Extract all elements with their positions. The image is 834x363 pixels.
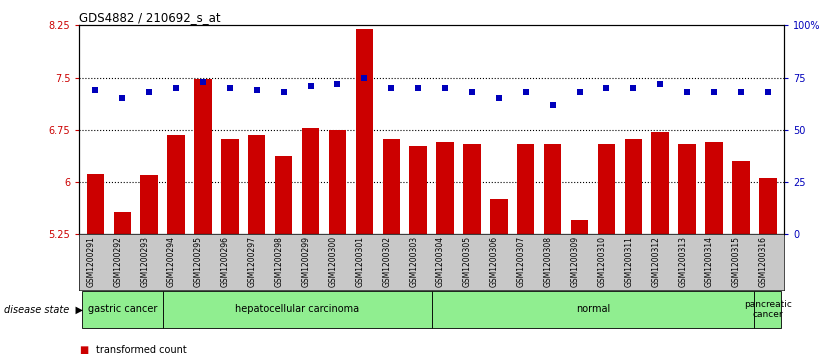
Text: GSM1200311: GSM1200311 bbox=[625, 236, 633, 287]
Bar bbox=[221, 139, 239, 234]
Bar bbox=[355, 29, 373, 234]
Text: GSM1200300: GSM1200300 bbox=[329, 236, 338, 287]
Point bbox=[761, 89, 775, 95]
Point bbox=[277, 89, 290, 95]
Bar bbox=[517, 144, 535, 234]
Bar bbox=[194, 79, 212, 234]
Text: GSM1200305: GSM1200305 bbox=[463, 236, 472, 287]
Text: GSM1200306: GSM1200306 bbox=[490, 236, 499, 287]
Text: GSM1200309: GSM1200309 bbox=[570, 236, 580, 287]
Text: ■: ■ bbox=[79, 345, 88, 355]
Text: GSM1200292: GSM1200292 bbox=[113, 236, 123, 287]
Bar bbox=[87, 174, 104, 234]
Text: GSM1200296: GSM1200296 bbox=[221, 236, 230, 287]
Text: GSM1200316: GSM1200316 bbox=[759, 236, 768, 287]
Point bbox=[116, 95, 129, 101]
FancyBboxPatch shape bbox=[755, 291, 781, 328]
Text: disease state  ▶: disease state ▶ bbox=[4, 305, 83, 314]
Point bbox=[600, 85, 613, 91]
Bar bbox=[140, 175, 158, 234]
Text: normal: normal bbox=[575, 305, 610, 314]
Point bbox=[384, 85, 398, 91]
Text: GSM1200291: GSM1200291 bbox=[87, 236, 95, 287]
Text: GSM1200307: GSM1200307 bbox=[517, 236, 525, 287]
Bar bbox=[732, 161, 750, 234]
Bar bbox=[329, 130, 346, 234]
Point bbox=[250, 87, 264, 93]
Point bbox=[546, 102, 560, 107]
Bar bbox=[678, 144, 696, 234]
Text: GSM1200301: GSM1200301 bbox=[355, 236, 364, 287]
Text: GSM1200298: GSM1200298 bbox=[274, 236, 284, 287]
Point bbox=[707, 89, 721, 95]
Bar bbox=[248, 135, 265, 234]
Bar bbox=[706, 142, 723, 234]
FancyBboxPatch shape bbox=[431, 291, 755, 328]
Text: GSM1200304: GSM1200304 bbox=[436, 236, 445, 287]
FancyBboxPatch shape bbox=[82, 291, 163, 328]
Point bbox=[411, 85, 425, 91]
Bar bbox=[544, 144, 561, 234]
Bar bbox=[625, 139, 642, 234]
Text: GSM1200312: GSM1200312 bbox=[651, 236, 661, 287]
Bar bbox=[463, 144, 480, 234]
Point bbox=[654, 81, 667, 87]
FancyBboxPatch shape bbox=[163, 291, 431, 328]
Text: hepatocellular carcinoma: hepatocellular carcinoma bbox=[235, 305, 359, 314]
Point bbox=[681, 89, 694, 95]
Text: GSM1200314: GSM1200314 bbox=[705, 236, 714, 287]
Bar bbox=[113, 212, 131, 234]
Bar bbox=[759, 179, 776, 234]
Point bbox=[331, 81, 344, 87]
Point bbox=[573, 89, 586, 95]
Point bbox=[439, 85, 452, 91]
Bar bbox=[598, 144, 615, 234]
Point bbox=[519, 89, 532, 95]
Text: GSM1200299: GSM1200299 bbox=[302, 236, 310, 287]
Point bbox=[734, 89, 747, 95]
Bar bbox=[570, 220, 588, 234]
Bar bbox=[302, 128, 319, 234]
Point bbox=[465, 89, 479, 95]
Text: GSM1200294: GSM1200294 bbox=[167, 236, 176, 287]
Point bbox=[196, 79, 209, 85]
Point bbox=[169, 85, 183, 91]
Bar bbox=[409, 146, 427, 234]
Point bbox=[492, 95, 505, 101]
Point bbox=[358, 75, 371, 81]
Text: GSM1200315: GSM1200315 bbox=[732, 236, 741, 287]
Point bbox=[143, 89, 156, 95]
Text: GSM1200310: GSM1200310 bbox=[597, 236, 606, 287]
Text: GSM1200297: GSM1200297 bbox=[248, 236, 257, 287]
Bar bbox=[275, 155, 293, 234]
Text: GSM1200313: GSM1200313 bbox=[678, 236, 687, 287]
Text: GSM1200302: GSM1200302 bbox=[382, 236, 391, 287]
Text: GSM1200308: GSM1200308 bbox=[544, 236, 553, 287]
Text: gastric cancer: gastric cancer bbox=[88, 305, 157, 314]
Text: GSM1200293: GSM1200293 bbox=[140, 236, 149, 287]
Bar bbox=[490, 199, 508, 234]
Bar bbox=[651, 132, 669, 234]
Bar bbox=[168, 135, 185, 234]
Text: transformed count: transformed count bbox=[96, 345, 187, 355]
Point bbox=[88, 87, 102, 93]
Text: GDS4882 / 210692_s_at: GDS4882 / 210692_s_at bbox=[79, 11, 221, 24]
Point bbox=[626, 85, 640, 91]
Point bbox=[304, 83, 317, 89]
Bar bbox=[436, 142, 454, 234]
Bar bbox=[383, 139, 400, 234]
Text: GSM1200295: GSM1200295 bbox=[194, 236, 203, 287]
Text: pancreatic
cancer: pancreatic cancer bbox=[744, 300, 791, 319]
Text: GSM1200303: GSM1200303 bbox=[409, 236, 418, 287]
Point bbox=[224, 85, 237, 91]
